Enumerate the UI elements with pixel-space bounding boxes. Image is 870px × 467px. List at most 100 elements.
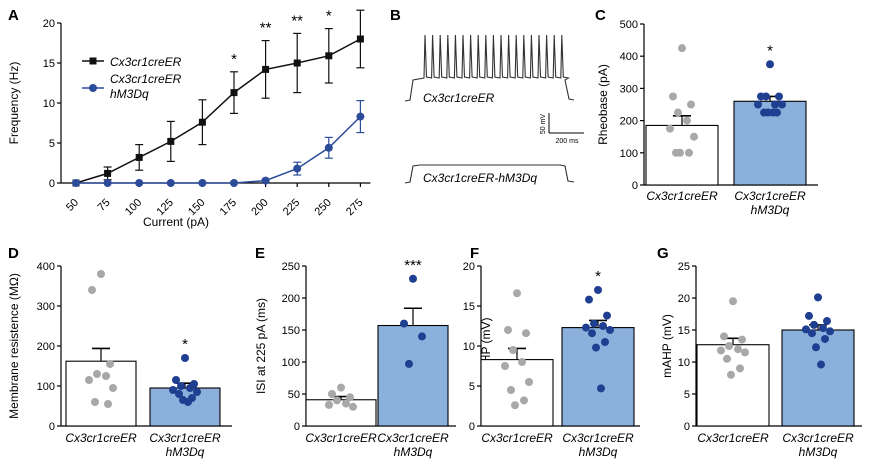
y-tick-label: 15 [678, 325, 690, 337]
data-point [501, 362, 509, 370]
data-point [683, 116, 691, 125]
data-point [678, 44, 686, 53]
y-tick-label: 15 [463, 301, 475, 313]
x-tick-label: 225 [281, 197, 302, 218]
category-label: hM3Dq [166, 445, 205, 459]
data-point [106, 360, 114, 368]
x-tick-label: 100 [123, 197, 144, 218]
data-point [582, 323, 590, 332]
data-point [518, 358, 526, 366]
data-point [669, 92, 677, 101]
data-point [817, 360, 825, 369]
category-label: Cx3cr1creER [377, 431, 449, 445]
category-label: Cx3cr1creER [646, 189, 718, 203]
y-tick-label: 0 [49, 421, 55, 433]
data-point [720, 332, 728, 341]
panel-letter: F [470, 245, 479, 262]
y-tick-label: 150 [282, 325, 300, 337]
significance-marker: ** [260, 20, 272, 37]
data-point [400, 319, 408, 328]
data-point [812, 343, 820, 352]
panel-letter: A [8, 7, 19, 24]
data-point-circle [135, 179, 144, 187]
significance-marker: ** [291, 12, 303, 29]
data-point [85, 376, 93, 384]
data-point [674, 108, 682, 117]
y-tick-label: 15 [43, 58, 55, 70]
panel-letter: C [595, 7, 606, 24]
bar [149, 387, 221, 427]
y-tick-label: 100 [37, 381, 55, 393]
data-point [109, 384, 117, 392]
data-point [193, 388, 201, 396]
data-point [606, 326, 614, 334]
y-tick-label: 300 [620, 83, 638, 95]
data-point [802, 325, 810, 334]
panel-letter: D [8, 245, 19, 262]
data-point [522, 329, 530, 338]
significance-marker: * [231, 51, 237, 68]
data-point-circle [324, 143, 333, 152]
bar [561, 327, 635, 427]
data-point-circle [261, 176, 270, 185]
y-tick-label: 200 [282, 293, 300, 305]
category-label: hM3Dq [579, 445, 618, 459]
bar [377, 324, 449, 427]
bar [696, 344, 770, 427]
data-point [778, 100, 786, 109]
data-point [172, 376, 180, 384]
data-point-square [167, 137, 175, 145]
y-axis-title: ISI at 225 pA (ms) [254, 298, 268, 394]
data-point [333, 396, 341, 405]
data-point-circle [230, 179, 238, 187]
data-point [771, 100, 779, 109]
data-point-square [230, 89, 238, 97]
data-point [102, 372, 110, 380]
data-point [88, 286, 96, 294]
data-point [775, 92, 783, 101]
x-tick-label: 175 [218, 197, 239, 218]
data-point [97, 270, 105, 278]
x-tick-label: 50 [64, 197, 81, 214]
data-point [819, 324, 827, 333]
data-point [729, 297, 737, 306]
category-label: Cx3cr1creER [65, 431, 137, 445]
data-point [342, 399, 350, 408]
category-label: Cx3cr1creER [305, 431, 377, 445]
significance-marker: * [595, 268, 601, 285]
category-label: hM3Dq [799, 445, 838, 459]
x-tick-label: 275 [344, 197, 365, 218]
data-point-circle [356, 112, 365, 121]
data-point [805, 311, 813, 320]
y-tick-label: 0 [684, 421, 690, 433]
data-point [181, 354, 189, 362]
data-point [723, 354, 731, 363]
y-tick-label: 500 [620, 19, 638, 31]
trace-label: Cx3cr1creER-hM3Dq [423, 171, 537, 185]
y-tick-label: 0 [294, 421, 300, 433]
significance-marker: *** [404, 257, 422, 274]
legend-marker-square [89, 57, 97, 65]
data-point [676, 148, 684, 157]
y-tick-label: 0 [469, 421, 475, 433]
data-point [687, 100, 695, 109]
data-point [509, 346, 517, 354]
data-point [769, 108, 777, 117]
trace-control [404, 34, 575, 102]
y-tick-label: 10 [463, 341, 475, 353]
data-point [754, 100, 762, 109]
data-point [736, 364, 744, 373]
data-point [808, 329, 816, 338]
scale-label: 200 ms [556, 138, 579, 145]
y-axis-title: Frequency (Hz) [7, 62, 21, 145]
data-point-square [104, 169, 112, 177]
y-axis-title: mAHP (mV) [660, 314, 674, 378]
legend-label: Cx3cr1creER [110, 55, 182, 69]
x-axis-title: Current (pA) [143, 215, 209, 229]
data-point [93, 370, 101, 378]
series-line [76, 116, 361, 184]
y-tick-label: 20 [678, 293, 690, 305]
data-point-square [198, 118, 206, 126]
data-point [599, 322, 607, 330]
